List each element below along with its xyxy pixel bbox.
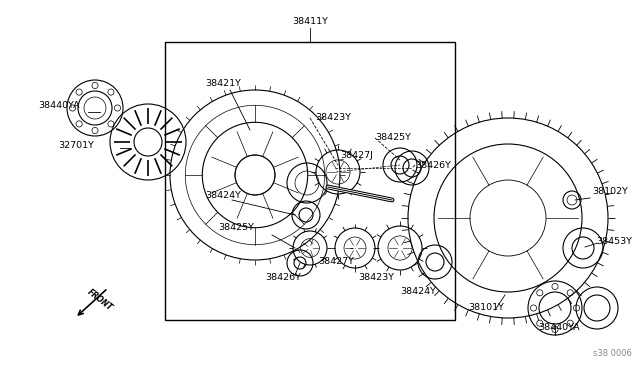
Text: 38411Y: 38411Y [292,17,328,26]
Text: 38421Y: 38421Y [205,78,241,87]
Text: 38424Y: 38424Y [400,288,436,296]
Text: 38426Y: 38426Y [265,273,301,282]
Text: 38425Y: 38425Y [218,224,254,232]
Text: 38440YA: 38440YA [538,324,580,333]
Text: 32701Y: 32701Y [58,141,94,150]
Text: 38102Y: 38102Y [592,187,628,196]
Text: 38426Y: 38426Y [415,160,451,170]
Text: s38 0006: s38 0006 [593,349,632,358]
Text: FRONT: FRONT [86,288,115,312]
Text: 38423Y: 38423Y [315,113,351,122]
Text: 38101Y: 38101Y [468,304,504,312]
Text: 38423Y: 38423Y [358,273,394,282]
Bar [165,42,455,320]
Text: 38440YA: 38440YA [38,100,79,109]
Text: 38425Y: 38425Y [375,134,411,142]
Text: 38424Y: 38424Y [205,190,241,199]
Text: 38453Y: 38453Y [596,237,632,247]
Text: 38427J: 38427J [340,151,373,160]
Text: 38427Y: 38427Y [318,257,354,266]
